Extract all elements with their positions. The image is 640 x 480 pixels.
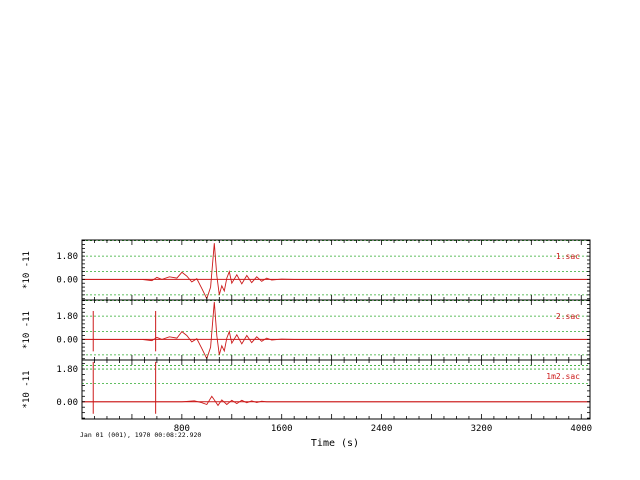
x-tick-label: 800	[174, 424, 190, 434]
trace-name-label: 1m2.sac	[546, 372, 580, 381]
y-tick-label: 1.80	[56, 252, 78, 262]
y-axis-label: *10 -11	[22, 311, 32, 349]
trace-name-label: 2.sac	[556, 312, 580, 321]
y-tick-label: 0.00	[56, 398, 78, 408]
panel-2: 1.80 0.00 *10 -11 2.sac	[22, 299, 591, 361]
y-tick-label: 1.80	[56, 312, 78, 322]
panel-frame	[81, 359, 591, 420]
y-tick-label: 1.80	[56, 365, 78, 375]
y-axis-label: *10 -11	[22, 371, 32, 409]
trace-1m2-sac	[82, 395, 590, 407]
y-axis-label: *10 -11	[22, 251, 32, 289]
x-tick-label: 4000	[570, 424, 592, 434]
trace-name-label: 1.sac	[556, 252, 580, 261]
panel-3: 1.80 0.00 *10 -11 1m2.sac	[22, 359, 591, 420]
panel-frame	[81, 239, 591, 301]
x-axis-label: Time (s)	[311, 438, 359, 449]
y-tick-label: 0.00	[56, 275, 78, 285]
trace-1-sac	[82, 243, 590, 300]
panels-layer: 1.80 0.00 *10 -11 1.sac 1.80 0.00 *10 -11 2.sac…	[22, 239, 591, 420]
x-axis: 800 1600 2400 3200 4000	[174, 424, 592, 434]
trace-2-sac	[82, 301, 590, 360]
x-tick-label: 2400	[371, 424, 393, 434]
x-tick-label: 1600	[271, 424, 293, 434]
panel-1: 1.80 0.00 *10 -11 1.sac	[22, 239, 591, 301]
y-tick-label: 0.00	[56, 335, 78, 345]
x-tick-label: 3200	[471, 424, 493, 434]
panel-frame	[81, 299, 591, 361]
start-time-label: Jan 01 (001), 1970 00:08:22.920	[80, 431, 201, 439]
